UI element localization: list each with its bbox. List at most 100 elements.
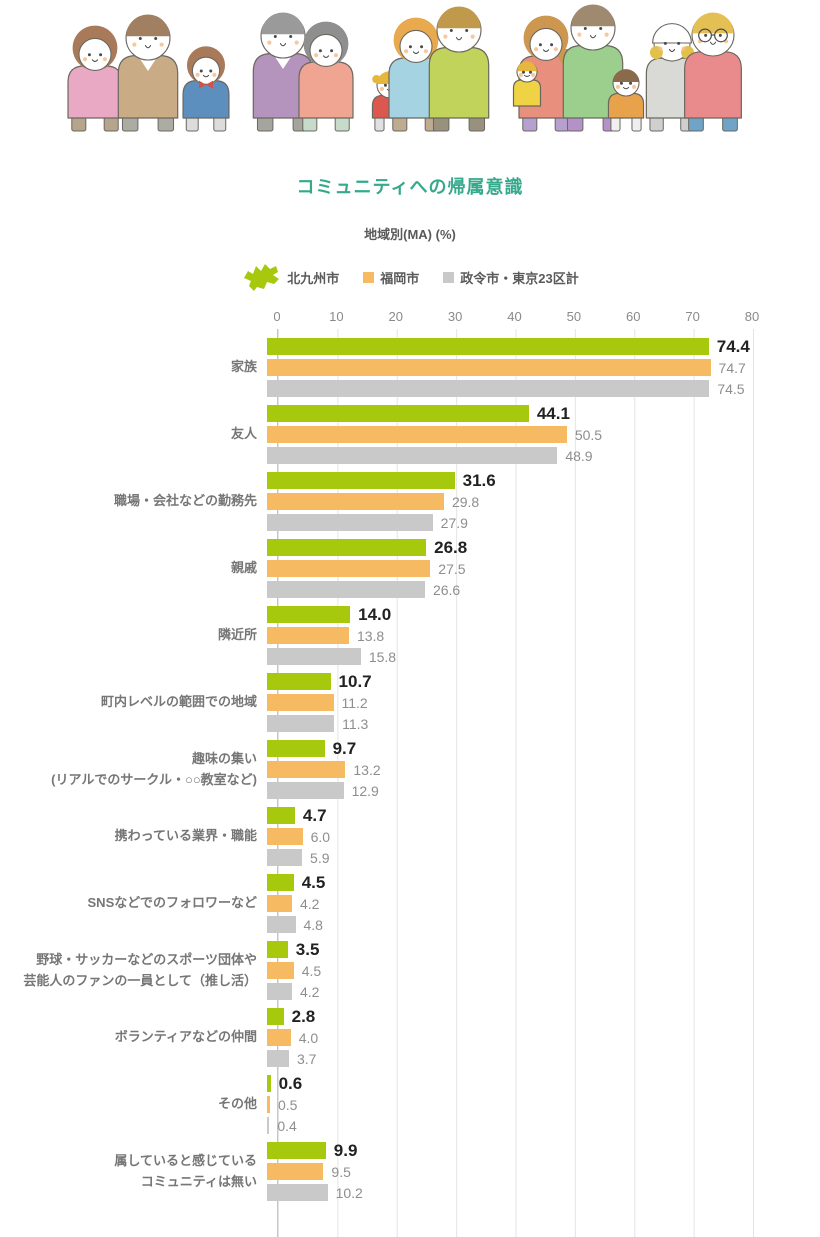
bar-value-label: 26.6: [432, 581, 461, 598]
bar-value-label: 11.2: [341, 694, 368, 711]
bar-value-label: 44.1: [536, 403, 570, 423]
bar-chart: 0 10 20 30 40 50 60 70 80 家族 74.4 74.7 74.5 友人 44.1 50…: [0, 309, 820, 1237]
bar-line: 9.7: [267, 738, 810, 758]
bar-line: 74.4: [267, 336, 810, 356]
bar: [267, 426, 567, 443]
bar: [267, 1184, 328, 1201]
bar-value-label: 74.4: [716, 336, 750, 356]
bar: [267, 1117, 270, 1134]
legend-item-label: 福岡市: [380, 270, 420, 286]
category-bars: 26.8 27.5 26.6: [267, 538, 810, 598]
bar-value-label: 11.3: [342, 715, 369, 732]
families-illustration: [67, 4, 742, 132]
axis-tick-label: 50: [566, 309, 582, 324]
bar: [267, 673, 331, 690]
category-label: 友人: [230, 426, 257, 442]
bar: [267, 405, 529, 422]
bar-line: 44.1: [267, 403, 810, 423]
category-bars: 9.9 9.5 10.2: [267, 1141, 810, 1201]
bar-line: 50.5: [267, 426, 810, 443]
bar: [267, 828, 303, 845]
bar-value-label: 4.2: [299, 983, 320, 1000]
bar-value-label: 27.9: [440, 514, 468, 531]
bar-line: 2.8: [267, 1007, 810, 1026]
bar: [267, 1008, 284, 1025]
category-row: その他 0.6 0.5 0.4: [0, 1073, 820, 1134]
bar-line: 13.8: [267, 627, 810, 644]
category-label: SNSなどでのフォロワーなど: [87, 895, 257, 911]
bar-value-label: 27.5: [438, 560, 466, 577]
bar: [267, 380, 710, 397]
bar-line: 11.2: [267, 694, 810, 711]
bar-line: 31.6: [267, 471, 810, 490]
bar: [267, 983, 292, 1000]
bar-value-label: 0.4: [277, 1117, 297, 1134]
category-label: 趣味の集い (リアルでのサークル・○○教室など): [51, 751, 257, 787]
bar: [267, 849, 303, 866]
category-row: 町内レベルの範囲での地域 10.7 11.2 11.3: [0, 672, 820, 732]
axis-tick-label: 40: [507, 309, 522, 324]
bar-value-label: 9.7: [332, 738, 357, 758]
bar: [267, 606, 351, 623]
bar: [267, 1142, 326, 1159]
bar: [267, 807, 295, 824]
bar-value-label: 6.0: [310, 828, 331, 845]
bar-line: 11.3: [267, 715, 810, 732]
axis-tick-label: 70: [685, 309, 700, 324]
bar-line: 27.5: [267, 560, 810, 577]
category-row: 親戚 26.8 27.5 26.6: [0, 538, 820, 598]
bar-line: 3.5: [267, 939, 810, 959]
bar-line: 0.4: [267, 1117, 810, 1134]
category-bars: 10.7 11.2 11.3: [267, 672, 810, 732]
bar: [267, 581, 425, 598]
bar: [267, 874, 294, 891]
chart-body: 家族 74.4 74.7 74.5 友人 44.1 50.5 48.9 職場・会社などの勤務先 3…: [0, 329, 820, 1237]
category-label: 町内レベルの範囲での地域: [100, 694, 257, 710]
bar-value-label: 4.8: [303, 916, 323, 933]
bar-line: 10.7: [267, 672, 810, 691]
category-row: ボランティアなどの仲間 2.8 4.0 3.7: [0, 1007, 820, 1067]
category-bars: 4.5 4.2 4.8: [267, 873, 810, 933]
legend-item-label: 政令市・東京23区計: [460, 270, 579, 286]
category-bars: 3.5 4.5 4.2: [267, 939, 810, 1000]
bar-line: 12.9: [267, 782, 810, 799]
bar-value-label: 0.6: [278, 1073, 303, 1093]
category-bars: 74.4 74.7 74.5: [267, 336, 810, 397]
bar-value-label: 14.0: [358, 604, 392, 624]
bar-line: 26.6: [267, 581, 810, 598]
bar: [267, 1163, 324, 1180]
category-label: 携わっている業界・職能: [114, 828, 257, 844]
axis-tick-label: 20: [388, 309, 403, 324]
bar-value-label: 3.5: [295, 939, 320, 959]
category-bars: 0.6 0.5 0.4: [267, 1073, 810, 1134]
category-row: 野球・サッカーなどのスポーツ団体や 芸能人のファンの一員として（推し活） 3.5 4.…: [0, 939, 820, 1000]
bar: [267, 694, 334, 711]
legend-swatch-icon: [363, 271, 375, 283]
category-row: 趣味の集い (リアルでのサークル・○○教室など) 9.7 13.2 12.9: [0, 738, 820, 799]
bar-value-label: 48.9: [565, 447, 593, 464]
bar-value-label: 13.8: [356, 627, 385, 644]
bar-line: 74.5: [267, 380, 810, 397]
axis-tick-label: 10: [329, 309, 344, 324]
bar-line: 10.2: [267, 1184, 810, 1201]
bar-value-label: 29.8: [451, 493, 480, 510]
bar: [267, 560, 431, 577]
bar-line: 9.5: [267, 1163, 810, 1180]
bar: [267, 715, 335, 732]
bar: [267, 359, 711, 376]
bar-line: 4.2: [267, 895, 810, 912]
category-row: 属していると感じている コミュニティは無い 9.9 9.5 10.2: [0, 1141, 820, 1201]
bar-line: 13.2: [267, 761, 810, 778]
bar-value-label: 0.5: [277, 1096, 298, 1113]
bar-value-label: 5.9: [310, 849, 330, 866]
bar-line: 15.8: [267, 648, 810, 665]
bar: [267, 1096, 270, 1113]
category-label: その他: [217, 1096, 257, 1112]
bar-line: 27.9: [267, 514, 810, 531]
bar-value-label: 4.2: [299, 895, 320, 912]
bar-line: 3.7: [267, 1050, 810, 1067]
category-bars: 44.1 50.5 48.9: [267, 403, 810, 464]
category-label: 属していると感じている コミュニティは無い: [114, 1153, 257, 1189]
bar-line: 26.8: [267, 538, 810, 557]
bar-line: 4.8: [267, 916, 810, 933]
